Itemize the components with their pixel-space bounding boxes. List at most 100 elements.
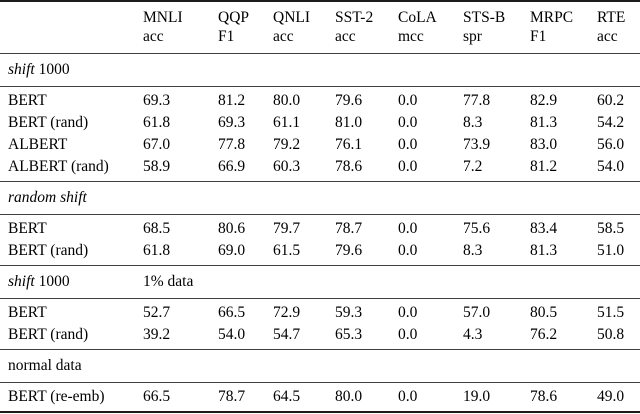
value-cell: 77.8 bbox=[463, 92, 491, 109]
value-cell: 61.5 bbox=[273, 242, 301, 259]
value-cell: 56.0 bbox=[597, 136, 625, 153]
value-cell: 58.5 bbox=[597, 220, 625, 237]
value-cell: 66.9 bbox=[218, 158, 246, 175]
value-cell: 4.3 bbox=[463, 326, 483, 343]
column-task-label: RTE bbox=[597, 9, 626, 26]
column-metric-label: mcc bbox=[398, 28, 424, 45]
value-cell: 82.9 bbox=[530, 92, 558, 109]
value-cell: 80.5 bbox=[530, 304, 558, 321]
section-header-row: shift 1000 bbox=[0, 53, 640, 87]
value-cell: 78.6 bbox=[530, 388, 558, 405]
value-cell: 57.0 bbox=[463, 304, 491, 321]
value-cell: 77.8 bbox=[218, 136, 246, 153]
column-metric-label: acc bbox=[597, 28, 618, 45]
value-cell: 80.6 bbox=[218, 220, 246, 237]
value-cell: 61.8 bbox=[143, 242, 171, 259]
value-cell: 61.1 bbox=[273, 114, 301, 131]
value-cell: 69.3 bbox=[143, 92, 171, 109]
section-header-row: random shift bbox=[0, 181, 640, 215]
value-cell: 8.3 bbox=[463, 242, 483, 259]
value-cell: 81.3 bbox=[530, 242, 558, 259]
column-metric-label: acc bbox=[335, 28, 356, 45]
value-cell: 54.2 bbox=[597, 114, 625, 131]
value-cell: 0.0 bbox=[398, 220, 418, 237]
model-cell: ALBERT bbox=[8, 136, 68, 153]
section-label-regular: 1000 bbox=[34, 61, 70, 78]
value-cell: 66.5 bbox=[143, 388, 171, 405]
model-cell: BERT (rand) bbox=[8, 326, 89, 343]
value-cell: 58.9 bbox=[143, 158, 171, 175]
value-cell: 78.7 bbox=[218, 388, 246, 405]
value-cell: 66.5 bbox=[218, 304, 246, 321]
column-metric-label: spr bbox=[463, 28, 482, 45]
column-header-stsb: STS-B spr bbox=[463, 1, 530, 54]
column-task-label: QNLI bbox=[273, 9, 311, 26]
value-cell: 81.0 bbox=[335, 114, 363, 131]
value-cell: 79.2 bbox=[273, 136, 301, 153]
value-cell: 61.8 bbox=[143, 114, 171, 131]
table-row-bert-rand: BERT (rand) 61.8 69.0 61.5 79.6 0.0 8.3 … bbox=[0, 240, 640, 266]
section-normal-data: normal data BERT (re-emb) 66.5 78.7 64.5… bbox=[0, 349, 640, 413]
value-cell: 59.3 bbox=[335, 304, 363, 321]
column-task-label: STS-B bbox=[463, 9, 506, 26]
value-cell: 80.0 bbox=[335, 388, 363, 405]
value-cell: 79.6 bbox=[335, 92, 363, 109]
value-cell: 19.0 bbox=[463, 388, 491, 405]
section-header-row: normal data bbox=[0, 349, 640, 383]
table-row-bert: BERT 52.7 66.5 72.9 59.3 0.0 57.0 80.5 5… bbox=[0, 299, 640, 325]
section-label: random shift bbox=[0, 181, 143, 215]
value-cell: 76.1 bbox=[335, 136, 363, 153]
section-note: 1% data bbox=[143, 265, 640, 299]
model-cell: BERT (re-emb) bbox=[8, 388, 105, 405]
table-row-bert-re-emb: BERT (re-emb) 66.5 78.7 64.5 80.0 0.0 19… bbox=[0, 383, 640, 413]
table-row-albert: ALBERT 67.0 77.8 79.2 76.1 0.0 73.9 83.0… bbox=[0, 134, 640, 156]
value-cell: 83.4 bbox=[530, 220, 558, 237]
value-cell: 83.0 bbox=[530, 136, 558, 153]
value-cell: 0.0 bbox=[398, 388, 418, 405]
section-note bbox=[143, 53, 640, 87]
value-cell: 69.3 bbox=[218, 114, 246, 131]
value-cell: 78.6 bbox=[335, 158, 363, 175]
section-random-shift: random shift BERT 68.5 80.6 79.7 78.7 0.… bbox=[0, 181, 640, 266]
column-header-cola: CoLA mcc bbox=[398, 1, 463, 54]
column-task-label: QQP bbox=[218, 9, 250, 26]
value-cell: 79.7 bbox=[273, 220, 301, 237]
column-metric-label: F1 bbox=[218, 28, 235, 45]
table-row-bert: BERT 69.3 81.2 80.0 79.6 0.0 77.8 82.9 6… bbox=[0, 87, 640, 113]
value-cell: 51.5 bbox=[597, 304, 625, 321]
value-cell: 0.0 bbox=[398, 158, 418, 175]
section-shift-1000-1pct: shift 1000 1% data BERT 52.7 66.5 72.9 5… bbox=[0, 265, 640, 350]
column-header-mnli: MNLI acc bbox=[143, 1, 218, 54]
value-cell: 0.0 bbox=[398, 136, 418, 153]
section-label-italic: random shift bbox=[8, 189, 87, 206]
value-cell: 72.9 bbox=[273, 304, 301, 321]
value-cell: 69.0 bbox=[218, 242, 246, 259]
value-cell: 7.2 bbox=[463, 158, 483, 175]
value-cell: 49.0 bbox=[597, 388, 625, 405]
column-header-mrpc: MRPC F1 bbox=[530, 1, 597, 54]
section-note bbox=[143, 181, 640, 215]
value-cell: 54.0 bbox=[597, 158, 625, 175]
value-cell: 54.7 bbox=[273, 326, 301, 343]
value-cell: 68.5 bbox=[143, 220, 171, 237]
value-cell: 79.6 bbox=[335, 242, 363, 259]
model-cell: BERT (rand) bbox=[8, 114, 89, 131]
header-row: MNLI acc QQP F1 QNLI acc SST-2 acc CoLA bbox=[0, 1, 640, 54]
section-label: shift 1000 bbox=[0, 53, 143, 87]
table-row-bert-rand: BERT (rand) 39.2 54.0 54.7 65.3 0.0 4.3 … bbox=[0, 324, 640, 350]
value-cell: 60.2 bbox=[597, 92, 625, 109]
section-label-italic: shift bbox=[8, 61, 35, 78]
header-empty-cell bbox=[0, 1, 143, 54]
value-cell: 50.8 bbox=[597, 326, 625, 343]
value-cell: 75.6 bbox=[463, 220, 491, 237]
column-header-rte: RTE acc bbox=[597, 1, 640, 54]
value-cell: 60.3 bbox=[273, 158, 301, 175]
value-cell: 76.2 bbox=[530, 326, 558, 343]
section-label-italic: shift bbox=[8, 273, 35, 290]
model-cell: BERT (rand) bbox=[8, 242, 89, 259]
value-cell: 0.0 bbox=[398, 326, 418, 343]
model-cell: BERT bbox=[8, 304, 47, 321]
table-row-albert-rand: ALBERT (rand) 58.9 66.9 60.3 78.6 0.0 7.… bbox=[0, 156, 640, 182]
